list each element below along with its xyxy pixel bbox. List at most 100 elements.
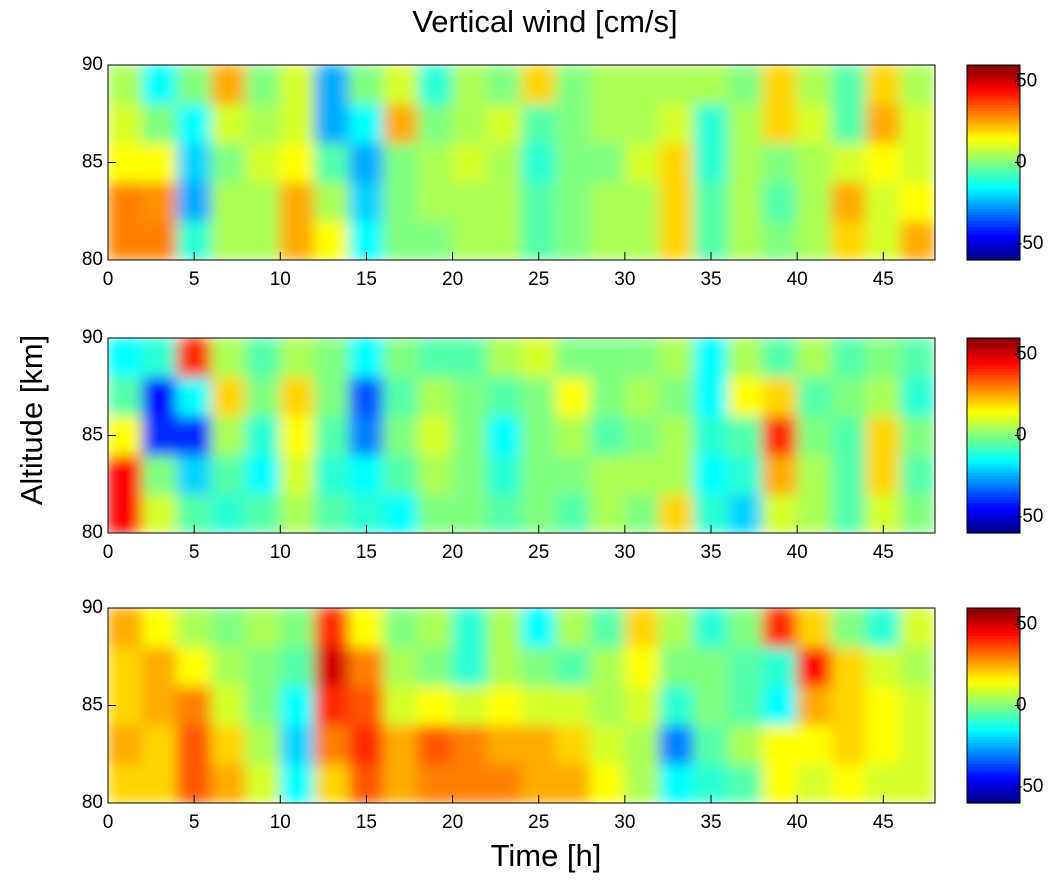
- cell: [452, 646, 488, 687]
- colorbar-step: [967, 189, 1020, 194]
- x-tick-label: 35: [700, 812, 721, 833]
- colorbar-step: [967, 478, 1020, 482]
- cell: [486, 142, 522, 183]
- cell: [900, 103, 935, 144]
- cell: [383, 338, 419, 378]
- colorbar-step: [967, 653, 1020, 658]
- cell: [555, 763, 591, 803]
- cell: [658, 454, 695, 495]
- cell: [348, 415, 385, 456]
- cell: [314, 142, 350, 183]
- cell: [279, 220, 316, 260]
- cell: [417, 65, 454, 105]
- colorbar-step: [967, 429, 1020, 434]
- cell: [796, 376, 833, 417]
- cell: [831, 608, 867, 648]
- cell: [900, 220, 935, 260]
- cell: [314, 65, 350, 105]
- colorbar-step: [967, 720, 1020, 725]
- cell: [108, 493, 143, 533]
- cell: [452, 415, 488, 456]
- colorbar-step: [967, 244, 1020, 249]
- colorbar-step: [967, 511, 1020, 516]
- colorbar-step: [967, 757, 1020, 761]
- cell: [693, 724, 729, 765]
- cell: [589, 724, 626, 765]
- cell: [589, 646, 626, 687]
- cell: [314, 454, 350, 495]
- cell: [245, 103, 281, 144]
- colorbar-step: [967, 681, 1020, 685]
- colorbar-step: [967, 95, 1020, 100]
- cell: [245, 142, 281, 183]
- colorbar-step: [967, 529, 1020, 534]
- colorbar-step: [967, 86, 1020, 90]
- cell: [900, 142, 935, 183]
- cell: [176, 724, 212, 765]
- colorbar-step: [967, 414, 1020, 418]
- colorbar-step: [967, 693, 1020, 697]
- colorbar-step: [967, 238, 1020, 243]
- colorbar-step: [967, 426, 1020, 431]
- cell: [176, 65, 212, 105]
- cell: [831, 220, 867, 260]
- cell: [727, 338, 764, 378]
- colorbar-step: [967, 514, 1020, 519]
- cell: [417, 685, 454, 726]
- colorbar-step: [967, 110, 1020, 115]
- cell: [348, 142, 385, 183]
- cell: [176, 376, 212, 417]
- cell: [279, 142, 316, 183]
- cell: [279, 493, 316, 533]
- colorbar-step: [967, 101, 1020, 106]
- cell: [417, 493, 454, 533]
- cell: [727, 763, 764, 803]
- colorbar-step: [967, 125, 1020, 130]
- cell: [210, 646, 247, 687]
- colorbar-step: [967, 350, 1020, 354]
- colorbar-step: [967, 763, 1020, 768]
- colorbar-step: [967, 374, 1020, 379]
- cell: [900, 454, 935, 495]
- cell: [831, 338, 867, 378]
- cell: [727, 646, 764, 687]
- cell: [279, 181, 316, 222]
- colorbar-step: [967, 620, 1020, 624]
- cell: [762, 65, 798, 105]
- colorbar-tick-label: 50: [1016, 613, 1037, 634]
- cell: [452, 763, 488, 803]
- colorbar-step: [967, 735, 1020, 740]
- colorbar-step: [967, 128, 1020, 133]
- cell: [108, 65, 143, 105]
- cell: [796, 493, 833, 533]
- y-axis-label: Altitude [km]: [14, 335, 49, 506]
- cell: [417, 646, 454, 687]
- cell: [521, 181, 557, 222]
- colorbar-step: [967, 180, 1020, 185]
- cell: [279, 65, 316, 105]
- cell: [383, 65, 419, 105]
- cell: [624, 493, 660, 533]
- cell: [348, 103, 385, 144]
- colorbar-step: [967, 371, 1020, 376]
- cell: [589, 181, 626, 222]
- cell: [727, 608, 764, 648]
- colorbar-step: [967, 177, 1020, 182]
- cell: [141, 181, 178, 222]
- colorbar-step: [967, 508, 1020, 513]
- colorbar-step: [967, 132, 1020, 136]
- cell: [176, 338, 212, 378]
- cell: [417, 220, 454, 260]
- cell: [865, 338, 902, 378]
- cell: [589, 685, 626, 726]
- x-tick-label: 0: [103, 812, 114, 833]
- colorbar-step: [967, 159, 1020, 164]
- cell: [900, 338, 935, 378]
- cell: [624, 724, 660, 765]
- cell: [452, 493, 488, 533]
- cell: [658, 376, 695, 417]
- cell: [279, 608, 316, 648]
- colorbar-step: [967, 520, 1020, 525]
- colorbar-step: [967, 723, 1020, 728]
- cell: [658, 608, 695, 648]
